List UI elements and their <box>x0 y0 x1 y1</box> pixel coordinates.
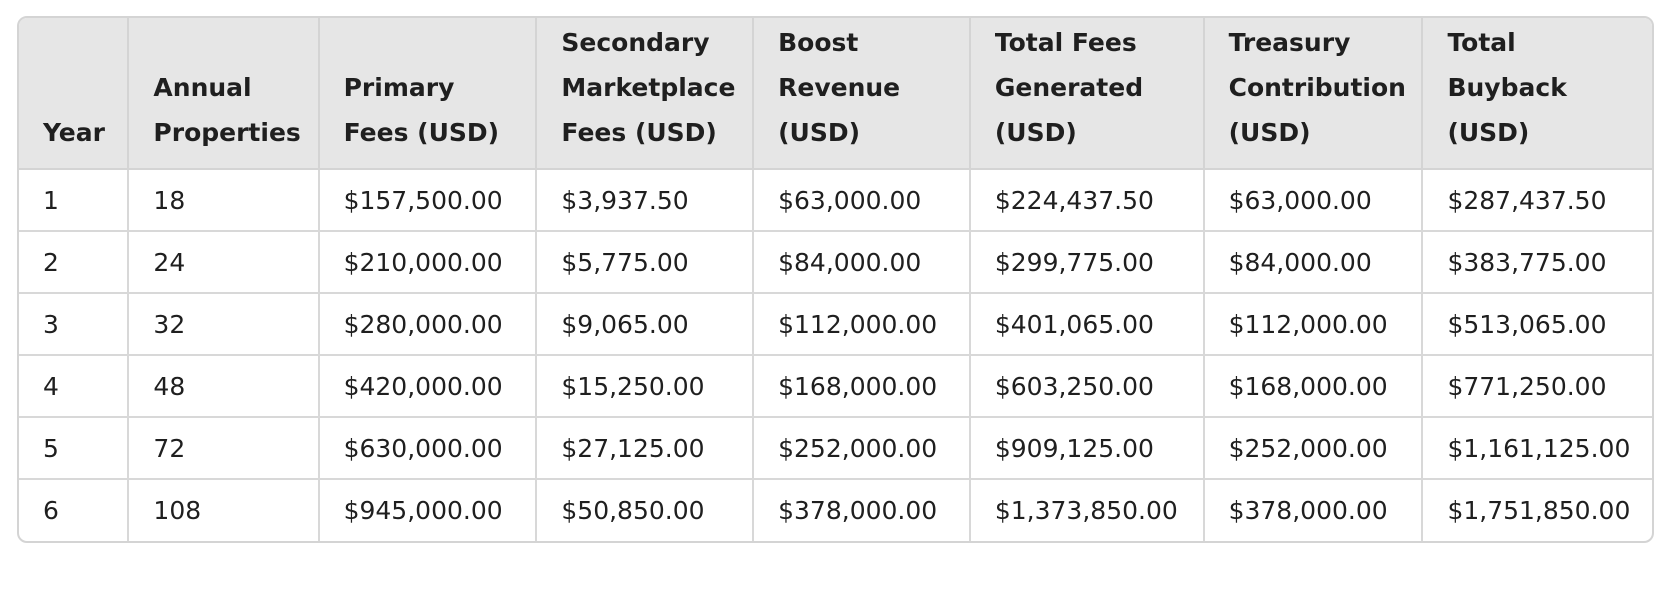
cell-primary-fees: $157,500.00 <box>317 169 537 231</box>
cell-total-fees: $603,250.00 <box>968 354 1204 417</box>
cell-secondary-fees: $3,937.50 <box>535 169 754 231</box>
cell-treasury-contribution: $168,000.00 <box>1202 354 1423 417</box>
header-line: Treasury <box>1228 28 1351 57</box>
cell-total-fees: $909,125.00 <box>968 416 1204 479</box>
header-total-buyback: Total Buyback (USD) <box>1421 18 1652 170</box>
cell-total-buyback: $771,250.00 <box>1421 354 1652 417</box>
cell-year: 2 <box>19 230 129 293</box>
cell-total-buyback: $513,065.00 <box>1421 292 1652 355</box>
header-line: Revenue <box>778 73 901 102</box>
table-row: 5 72 $630,000.00 $27,125.00 $252,000.00 … <box>19 416 1652 479</box>
cell-annual-properties: 108 <box>127 478 319 541</box>
cell-total-fees: $401,065.00 <box>968 292 1204 355</box>
cell-total-buyback: $1,751,850.00 <box>1421 478 1652 541</box>
header-year: Year <box>19 18 129 170</box>
cell-total-buyback: $1,161,125.00 <box>1421 416 1652 479</box>
cell-boost-revenue: $112,000.00 <box>752 292 970 355</box>
header-line: (USD) <box>778 118 861 147</box>
cell-total-fees: $299,775.00 <box>968 230 1204 293</box>
header-row: Year Annual Properties Primary Fees (USD… <box>19 18 1652 170</box>
header-line: Secondary <box>561 28 710 57</box>
cell-year: 3 <box>19 292 129 355</box>
header-line: (USD) <box>994 118 1077 147</box>
header-line: Annual <box>153 73 252 102</box>
cell-year: 4 <box>19 354 129 417</box>
header-boost-revenue: Boost Revenue (USD) <box>752 18 970 170</box>
cell-year: 5 <box>19 416 129 479</box>
header-line: Buyback <box>1447 73 1567 102</box>
cell-primary-fees: $280,000.00 <box>317 292 537 355</box>
header-line: Boost <box>778 28 859 57</box>
cell-treasury-contribution: $112,000.00 <box>1202 292 1423 355</box>
header-line: Year <box>43 118 105 147</box>
header-line: Primary <box>343 73 455 102</box>
cell-total-buyback: $287,437.50 <box>1421 169 1652 231</box>
header-secondary-marketplace-fees: Secondary Marketplace Fees (USD) <box>535 18 754 170</box>
cell-total-buyback: $383,775.00 <box>1421 230 1652 293</box>
header-line: Fees (USD) <box>343 118 500 147</box>
header-line: Fees (USD) <box>561 118 717 147</box>
cell-year: 6 <box>19 478 129 541</box>
cell-annual-properties: 18 <box>127 169 319 231</box>
header-annual-properties: Annual Properties <box>127 18 319 170</box>
cell-treasury-contribution: $252,000.00 <box>1202 416 1423 479</box>
header-line: Properties <box>153 118 301 147</box>
cell-secondary-fees: $27,125.00 <box>535 416 754 479</box>
cell-total-fees: $1,373,850.00 <box>968 478 1204 541</box>
cell-annual-properties: 24 <box>127 230 319 293</box>
cell-secondary-fees: $5,775.00 <box>535 230 754 293</box>
cell-total-fees: $224,437.50 <box>968 169 1204 231</box>
table-body: 1 18 $157,500.00 $3,937.50 $63,000.00 $2… <box>19 169 1652 541</box>
cell-primary-fees: $945,000.00 <box>317 478 537 541</box>
cell-year: 1 <box>43 185 59 215</box>
data-table: Year Annual Properties Primary Fees (USD… <box>19 18 1652 541</box>
cell-boost-revenue: $84,000.00 <box>752 230 970 293</box>
table-row: 6 108 $945,000.00 $50,850.00 $378,000.00… <box>19 478 1652 541</box>
cell-secondary-fees: $15,250.00 <box>535 354 754 417</box>
header-line: Contribution <box>1228 73 1406 102</box>
header-line: Total <box>1447 28 1516 57</box>
cell-boost-revenue: $252,000.00 <box>752 416 970 479</box>
header-treasury-contribution: Treasury Contribution (USD) <box>1202 18 1423 170</box>
table-row: 4 48 $420,000.00 $15,250.00 $168,000.00 … <box>19 354 1652 417</box>
header-total-fees-generated: Total Fees Generated (USD) <box>968 18 1204 170</box>
table-row: 3 32 $280,000.00 $9,065.00 $112,000.00 $… <box>19 292 1652 355</box>
cell-treasury-contribution: $378,000.00 <box>1202 478 1423 541</box>
cell-boost-revenue: $63,000.00 <box>752 169 970 231</box>
table-header: Year Annual Properties Primary Fees (USD… <box>19 18 1652 170</box>
header-line: Total Fees <box>994 28 1137 57</box>
table-row: 1 18 $157,500.00 $3,937.50 $63,000.00 $2… <box>19 169 1652 231</box>
cell-treasury-contribution: $63,000.00 <box>1202 169 1423 231</box>
cell-annual-properties: 72 <box>127 416 319 479</box>
header-primary-fees: Primary Fees (USD) <box>317 18 537 170</box>
cell-secondary-fees: $50,850.00 <box>535 478 754 541</box>
cell-boost-revenue: $378,000.00 <box>752 478 970 541</box>
header-line: (USD) <box>1228 118 1311 147</box>
cell-annual-properties: 48 <box>127 354 319 417</box>
cell-primary-fees: $210,000.00 <box>317 230 537 293</box>
cell-primary-fees: $420,000.00 <box>317 354 537 417</box>
cell-boost-revenue: $168,000.00 <box>752 354 970 417</box>
cell-secondary-fees: $9,065.00 <box>535 292 754 355</box>
table-row: 2 24 $210,000.00 $5,775.00 $84,000.00 $2… <box>19 230 1652 293</box>
cell-annual-properties: 32 <box>127 292 319 355</box>
fee-buyback-table: Year Annual Properties Primary Fees (USD… <box>17 16 1654 543</box>
cell-treasury-contribution: $84,000.00 <box>1202 230 1423 293</box>
header-line: Generated <box>994 73 1144 102</box>
header-line: (USD) <box>1447 118 1530 147</box>
header-line: Marketplace <box>561 73 736 102</box>
cell-primary-fees: $630,000.00 <box>317 416 537 479</box>
